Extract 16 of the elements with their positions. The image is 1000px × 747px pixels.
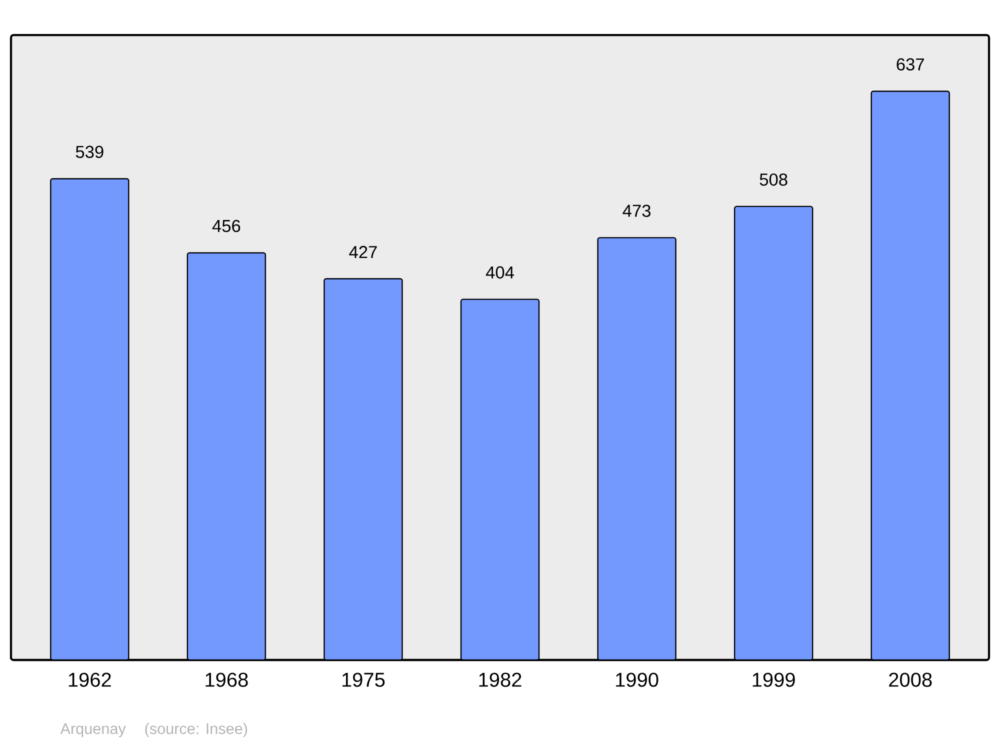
x-tick-label: 1982	[479, 672, 522, 687]
x-tick-label: 1975	[342, 672, 385, 687]
text: (source: Insee)	[145, 722, 248, 738]
x-tick-label: 1990	[616, 672, 658, 687]
x-tick-label: 1962	[68, 672, 111, 687]
data-label: 508	[760, 173, 788, 186]
data-label: 427	[349, 246, 377, 258]
x-tick-label: 2008	[889, 672, 932, 687]
x-tick-label: 1999	[752, 672, 795, 687]
data-label: 473	[622, 204, 650, 217]
data-label: 637	[896, 58, 924, 71]
text: Arquenay	[60, 723, 126, 738]
data-label: 539	[76, 146, 104, 158]
data-label: 456	[212, 220, 240, 232]
x-tick-label: 1968	[206, 672, 248, 687]
data-label: 404	[486, 266, 514, 279]
